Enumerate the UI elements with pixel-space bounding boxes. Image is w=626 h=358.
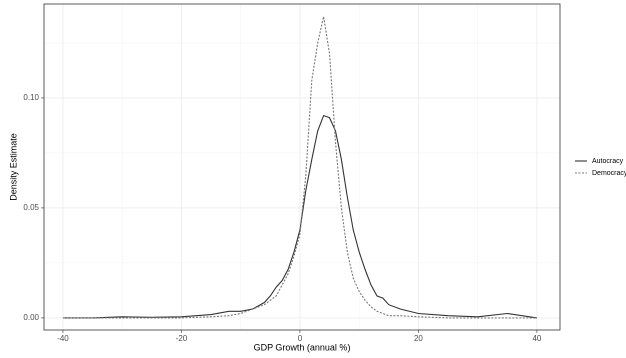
x-tick-label: 20 <box>414 334 423 343</box>
x-tick-label: 0 <box>298 334 303 343</box>
y-tick-label: 0.05 <box>23 203 39 212</box>
density-line <box>62 114 537 319</box>
y-axis-title: Density Estimate <box>8 133 18 201</box>
x-tick-label: -40 <box>57 334 69 343</box>
density-line <box>62 16 537 319</box>
y-tick-label: 0.10 <box>23 93 39 102</box>
x-axis-title: GDP Growth (annual %) <box>254 342 351 352</box>
panel-border <box>43 3 561 331</box>
legend-label: Democracy <box>592 170 626 177</box>
legend-label: Autocracy <box>592 158 624 165</box>
y-tick-label: 0.00 <box>23 313 39 322</box>
x-tick-label: 40 <box>532 334 541 343</box>
x-tick-label: -20 <box>176 334 188 343</box>
